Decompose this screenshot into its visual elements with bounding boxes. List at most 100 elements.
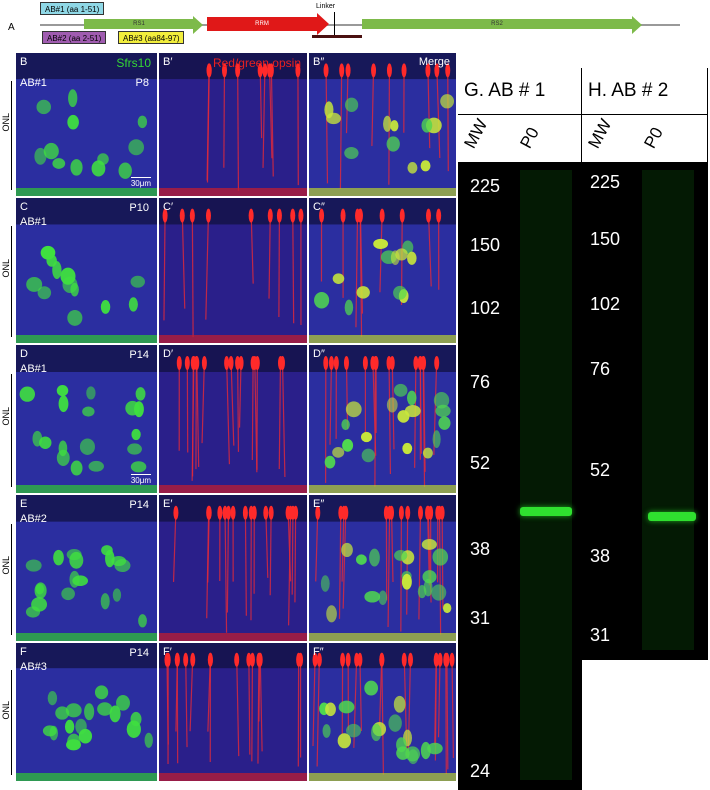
merge-channel-image xyxy=(309,643,456,781)
mw-marker-label: 102 xyxy=(590,294,621,314)
micrograph-panel: B AB#1 P8 30μm Sfrs10 xyxy=(15,52,158,197)
panel-letter: B′ xyxy=(163,56,173,68)
red-channel-image xyxy=(159,53,307,196)
panel-letter: C″ xyxy=(313,201,325,213)
mw-marker-label: 31 xyxy=(590,625,611,645)
green-channel-image xyxy=(16,495,157,641)
panel-letter: F′ xyxy=(163,646,172,658)
mw-marker-label: 225 xyxy=(590,172,621,192)
header-divider xyxy=(458,114,582,115)
micrograph-panel: C′ xyxy=(158,197,308,344)
red-channel-image xyxy=(159,345,307,493)
mw-marker-label: 102 xyxy=(470,298,501,318)
linker-label: Linker xyxy=(316,3,336,10)
onl-bracket xyxy=(11,374,12,487)
scale-bar: 30μm xyxy=(130,177,151,188)
red-channel-image xyxy=(159,643,307,781)
panel-letter: C xyxy=(20,201,28,213)
onl-bracket xyxy=(11,523,12,635)
p0-lane xyxy=(642,170,694,650)
panel-letter: F xyxy=(20,646,27,658)
onl-label: ONL xyxy=(1,700,11,720)
mw-marker-label: 38 xyxy=(470,539,491,559)
onl-label: ONL xyxy=(1,112,11,132)
lane-label: MW xyxy=(460,115,492,152)
micrograph-panel: E′ xyxy=(158,494,308,642)
green-channel-image xyxy=(16,198,157,343)
mw-marker-label: 38 xyxy=(590,546,611,566)
blot-header: H. AB # 2 MW P0 xyxy=(582,68,708,162)
mw-marker-label: 225 xyxy=(470,176,501,196)
rs2-domain: RS2 xyxy=(362,19,632,29)
onl-bracket xyxy=(11,670,12,775)
age-label: P14 xyxy=(129,349,149,361)
rs1-domain: RS1 xyxy=(84,19,194,29)
micrograph-panel: F″ xyxy=(308,642,457,782)
red-channel-image xyxy=(159,495,307,641)
panel-letter: D′ xyxy=(163,348,174,360)
protein-backbone-line xyxy=(40,24,680,26)
mw-marker-label: 52 xyxy=(590,460,611,480)
header-divider xyxy=(582,114,708,115)
panel-letter: E xyxy=(20,498,28,510)
ab1-epitope-box: AB#1 (aa 1-51) xyxy=(40,2,105,15)
antibody-label: AB#1 xyxy=(20,216,47,228)
mw-marker-label: 150 xyxy=(470,235,501,255)
red-channel-image xyxy=(159,198,307,343)
lane-label: P0 xyxy=(516,124,543,152)
rrm-arrowhead xyxy=(317,13,329,35)
antibody-label: AB#3 xyxy=(20,661,47,673)
rs1-arrowhead xyxy=(193,16,203,34)
micrograph-panel: F′ xyxy=(158,642,308,782)
micrograph-panel: D′ xyxy=(158,344,308,494)
rrm-domain: RRM xyxy=(207,17,317,31)
blot-title: H. AB # 2 xyxy=(588,80,669,101)
merge-channel-image xyxy=(309,53,456,196)
onl-label: ONL xyxy=(1,556,11,575)
micrograph-panel: B′ Red/green opsin xyxy=(158,52,308,197)
age-label: P14 xyxy=(129,499,149,511)
lane-label: MW xyxy=(584,115,616,152)
green-channel-image xyxy=(16,345,157,493)
blot-header: G. AB # 1 MW P0 xyxy=(458,68,582,162)
green-channel-image xyxy=(16,643,157,781)
mw-marker-label: 76 xyxy=(470,372,491,392)
mw-marker-label: 150 xyxy=(590,229,621,249)
age-label: P14 xyxy=(129,647,149,659)
micrograph-panel: B″ Merge xyxy=(308,52,457,197)
panel-a-letter: A xyxy=(8,22,15,33)
panel-letter: B xyxy=(20,56,28,68)
mw-marker-label: 24 xyxy=(470,761,491,781)
micrograph-panel: C AB#1 P10 xyxy=(15,197,158,344)
panel-letter: E′ xyxy=(163,498,173,510)
ab3-epitope-box: AB#3 (aa84-97) xyxy=(118,31,185,44)
merge-channel-image xyxy=(309,345,456,493)
red-channel-title: Red/green opsin xyxy=(212,56,301,70)
mw-marker-label: 52 xyxy=(470,453,491,473)
linker-bar xyxy=(312,35,362,38)
panel-letter: D″ xyxy=(313,348,325,360)
scale-bar: 30μm xyxy=(130,474,151,485)
green-channel-title: Sfrs10 xyxy=(116,56,151,70)
mw-marker-label: 76 xyxy=(590,359,611,379)
micrograph-panel: E″ xyxy=(308,494,457,642)
mw-marker-label: 31 xyxy=(470,608,491,628)
lane-label: P0 xyxy=(640,124,667,152)
panel-letter: B″ xyxy=(313,56,325,68)
merge-channel-image xyxy=(309,495,456,641)
blot-membrane xyxy=(458,162,582,790)
onl-label: ONL xyxy=(1,258,11,278)
antibody-label: AB#2 xyxy=(20,513,47,525)
rs2-arrowhead xyxy=(632,16,642,34)
merge-channel-title: Merge xyxy=(418,56,450,68)
panel-letter: C′ xyxy=(163,201,174,213)
panel-letter: D xyxy=(20,348,28,360)
micrograph-panel: D″ xyxy=(308,344,457,494)
antibody-label: AB#1 xyxy=(20,363,47,375)
blot-title: G. AB # 1 xyxy=(464,80,546,101)
age-label: P8 xyxy=(135,77,149,89)
panel-letter: E″ xyxy=(313,498,325,510)
ab2-epitope-box: AB#2 (aa 2-51) xyxy=(42,31,107,44)
onl-bracket xyxy=(11,81,12,190)
micrograph-panel: C″ xyxy=(308,197,457,344)
